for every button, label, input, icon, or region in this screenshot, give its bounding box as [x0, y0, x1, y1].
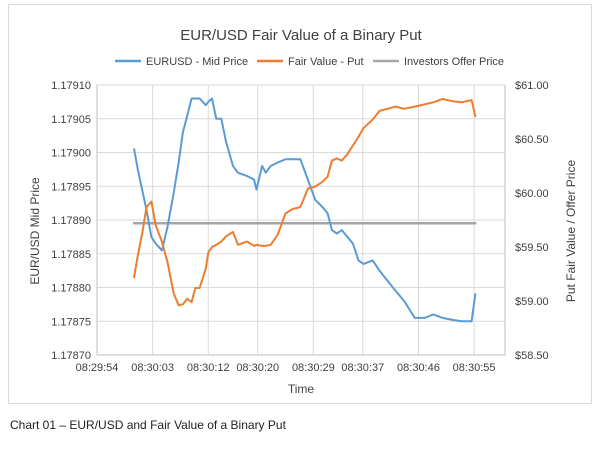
y-tick-label: 1.17895 [51, 181, 91, 193]
y-tick-label: 1.17880 [51, 283, 91, 295]
legend-label: Fair Value - Put [288, 56, 364, 68]
y2-tick-label: $58.50 [515, 350, 549, 362]
gridlines [96, 84, 505, 356]
y-tick-label: 1.17905 [51, 114, 91, 126]
series-lines [132, 97, 477, 323]
y-tick-label: 1.17870 [51, 350, 91, 362]
x-tick-label: 08:30:37 [341, 362, 384, 374]
legend-label: Investors Offer Price [404, 56, 504, 68]
x-axis-label: Time [288, 382, 315, 396]
x-tick-label: 08:30:03 [131, 362, 174, 374]
x-tick-label: 08:30:55 [453, 362, 496, 374]
x-tick-label: 08:30:46 [397, 362, 440, 374]
chart: EUR/USD Fair Value of a Binary Put EURUS… [28, 27, 578, 396]
axes: 1.17870 1.17875 1.17880 1.17885 1.17890 1.178… [51, 80, 548, 374]
y-tick-label: 1.17900 [51, 148, 91, 160]
x-tick-label: 08:30:29 [292, 362, 335, 374]
y2-tick-label: $59.50 [515, 242, 549, 254]
y-axis-label: EUR/USD Mid Price [28, 177, 42, 285]
chart-frame: EUR/USD Fair Value of a Binary Put EURUS… [8, 4, 592, 404]
y-tick-label: 1.17910 [51, 80, 91, 92]
x-tick-label: 08:30:20 [236, 362, 279, 374]
y2-tick-label: $61.00 [515, 80, 549, 92]
legend: EURUSD - Mid Price Fair Value - Put Invest… [115, 56, 504, 68]
series-line-eurusd-mid-price [133, 97, 477, 323]
legend-label: EURUSD - Mid Price [146, 56, 248, 68]
figure-caption: Chart 01 – EUR/USD and Fair Value of a B… [10, 418, 286, 432]
x-tick-label: 08:30:12 [187, 362, 230, 374]
y2-axis-label: Put Fair Value / Offer Price [564, 160, 578, 303]
y-tick-label: 1.17885 [51, 249, 91, 261]
y-tick-label: 1.17875 [51, 316, 91, 328]
series-line-fair-value-put [133, 98, 477, 307]
x-tick-label: 08:29:54 [76, 362, 119, 374]
y-tick-label: 1.17890 [51, 215, 91, 227]
y2-tick-label: $59.00 [515, 296, 549, 308]
y2-tick-label: $60.50 [515, 134, 549, 146]
y2-tick-label: $60.00 [515, 188, 549, 200]
chart-title: EUR/USD Fair Value of a Binary Put [180, 27, 422, 44]
